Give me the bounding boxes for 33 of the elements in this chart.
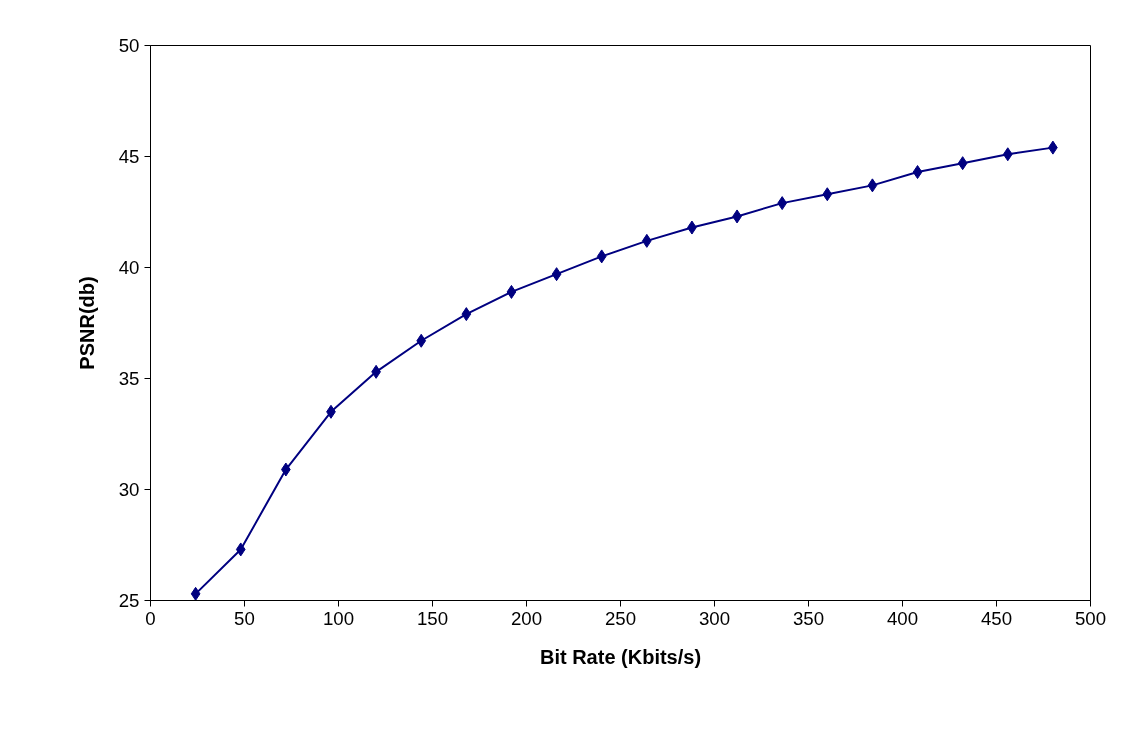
x-tick-label: 0 bbox=[145, 607, 156, 629]
x-tick-label: 200 bbox=[510, 607, 543, 629]
point bbox=[822, 187, 833, 202]
x-tick-label: 400 bbox=[886, 607, 919, 629]
y-tick-label: 25 bbox=[118, 590, 140, 611]
point bbox=[235, 542, 246, 557]
point bbox=[596, 249, 607, 264]
x-tick-label: 250 bbox=[604, 607, 637, 629]
y-axis-title: PSNR(db) bbox=[75, 276, 98, 370]
point bbox=[867, 178, 878, 193]
y-tick-label: 30 bbox=[118, 479, 140, 500]
point bbox=[912, 165, 923, 180]
x-axis-title: Bit Rate (Kbits/s) bbox=[539, 645, 702, 668]
y-tick-label: 45 bbox=[118, 146, 140, 167]
x-tick-label: 300 bbox=[698, 607, 731, 629]
point bbox=[641, 233, 652, 248]
x-tick-label: 350 bbox=[792, 607, 825, 629]
point bbox=[461, 307, 472, 322]
y-tick-label: 50 bbox=[118, 35, 140, 56]
x-tick-label: 100 bbox=[322, 607, 355, 629]
x-tick-label: 150 bbox=[416, 607, 449, 629]
y-tick-label: 35 bbox=[118, 368, 140, 389]
x-tick-label: 500 bbox=[1074, 607, 1107, 629]
point bbox=[506, 284, 517, 299]
x-tick-label: 450 bbox=[980, 607, 1013, 629]
point bbox=[190, 586, 201, 601]
point bbox=[1002, 147, 1013, 162]
point bbox=[551, 267, 562, 282]
point bbox=[957, 156, 968, 171]
x-tick-label: 50 bbox=[234, 607, 255, 629]
point bbox=[777, 196, 788, 211]
point bbox=[416, 333, 427, 348]
y-tick-label: 40 bbox=[118, 257, 140, 278]
